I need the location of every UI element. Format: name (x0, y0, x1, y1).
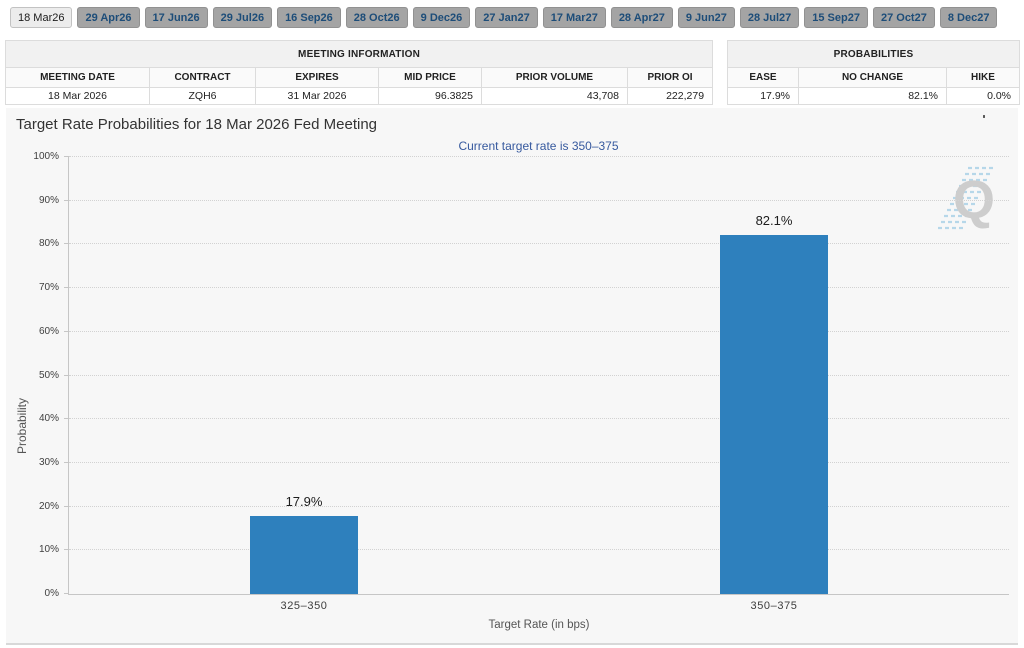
y-tick-mark (64, 374, 69, 376)
menu-bar (983, 115, 986, 118)
y-tick-mark (64, 156, 69, 157)
tab-28-jul27[interactable]: 28 Jul27 (739, 7, 800, 28)
bar-325–350[interactable] (250, 515, 358, 594)
y-tick-label: 40% (38, 413, 59, 425)
y-tick-mark (64, 287, 69, 289)
tab-18-mar26[interactable]: 18 Mar26 (10, 7, 73, 28)
y-tick-mark (64, 199, 69, 201)
y-tick-label: 0% (44, 588, 59, 599)
y-tick-label: 90% (38, 194, 59, 206)
bar-350–375[interactable] (720, 235, 828, 594)
y-tick-label: 100% (33, 151, 59, 162)
probabilities-header-row: EASE NO CHANGE HIKE (727, 67, 1021, 88)
tab-28-apr27[interactable]: 28 Apr27 (610, 7, 673, 28)
y-tick-mark (64, 461, 69, 463)
tab-9-dec26[interactable]: 9 Dec26 (412, 7, 471, 28)
tab-27-oct27[interactable]: 27 Oct27 (872, 7, 935, 28)
col-prior-volume: PRIOR VOLUME (481, 67, 628, 88)
y-gridline (69, 461, 1009, 463)
meeting-information-value-row: 18 Mar 2026 ZQH6 31 Mar 2026 96.3825 43,… (5, 87, 714, 105)
tab-29-apr26[interactable]: 29 Apr26 (77, 7, 140, 28)
y-gridline (69, 505, 1009, 507)
hike-value: 0.0% (945, 87, 1021, 105)
y-tick-label: 70% (38, 282, 59, 294)
tab-8-dec27[interactable]: 8 Dec27 (939, 7, 998, 28)
y-tick-mark (64, 549, 69, 551)
col-prior-oi: PRIOR OI (626, 67, 714, 88)
plot-area: Target Rate (in bps) 0% 10% 20% 30% 40% 50% 60… (33, 151, 1009, 631)
tab-17-mar27[interactable]: 17 Mar27 (542, 7, 606, 28)
tab-9-jun27[interactable]: 9 Jun27 (677, 7, 735, 28)
meeting-information-table: MEETING INFORMATION MEETING DATE CONTRAC… (4, 40, 714, 105)
bar-value-label: 17.9% (285, 493, 323, 509)
chart-subtitle: Current target rate is 350–375 (458, 139, 619, 153)
chart-title: Target Rate Probabilities for 18 Mar 202… (16, 116, 378, 133)
meeting-information-title: MEETING INFORMATION (4, 40, 714, 68)
tab-15-sep27[interactable]: 15 Sep27 (804, 7, 868, 28)
y-tick-label: 10% (38, 544, 59, 556)
x-tick-label: 325–350 (280, 600, 328, 612)
y-gridline (69, 287, 1009, 289)
probability-chart-panel: Target Rate Probabilities for 18 Mar 202… (6, 108, 1018, 645)
meeting-date-value: 18 Mar 2026 (5, 87, 150, 105)
y-gridline (69, 156, 1009, 157)
tab-29-jul26[interactable]: 29 Jul26 (212, 7, 273, 28)
x-axis-title: Target Rate (in bps) (488, 619, 590, 631)
y-tick-label: 60% (38, 325, 59, 337)
meeting-information-header-row: MEETING DATE CONTRACT EXPIRES MID PRICE … (5, 67, 714, 88)
col-hike: HIKE (945, 67, 1021, 88)
col-meeting-date: MEETING DATE (5, 67, 150, 88)
mid-price-value: 96.3825 (378, 87, 482, 105)
y-tick-mark (64, 418, 69, 420)
x-tick-label: 350–375 (750, 600, 798, 612)
tab-27-jan27[interactable]: 27 Jan27 (475, 7, 538, 28)
y-tick-label: 50% (38, 369, 59, 381)
col-no-change: NO CHANGE (798, 67, 947, 88)
ease-value: 17.9% (727, 87, 799, 105)
y-tick-mark (64, 330, 69, 332)
tab-17-jun26[interactable]: 17 Jun26 (144, 7, 208, 28)
col-mid-price: MID PRICE (378, 67, 482, 88)
bar-value-label: 82.1% (755, 213, 793, 229)
prior-volume-value: 43,708 (481, 87, 628, 105)
y-gridline (69, 330, 1009, 332)
y-tick-label: 20% (38, 500, 59, 512)
y-gridline (69, 243, 1009, 245)
contract-value: ZQH6 (149, 87, 256, 105)
y-tick-mark (64, 243, 69, 245)
no-change-value: 82.1% (798, 87, 947, 105)
y-tick-label: 30% (38, 456, 59, 468)
prior-oi-value: 222,279 (626, 87, 714, 105)
y-tick-mark (64, 505, 69, 507)
probabilities-title: PROBABILITIES (726, 40, 1021, 68)
expires-value: 31 Mar 2026 (255, 87, 379, 105)
col-contract: CONTRACT (149, 67, 256, 88)
y-gridline (69, 374, 1009, 376)
meeting-tabbar: 18 Mar26 29 Apr26 17 Jun26 29 Jul26 16 S… (10, 7, 998, 28)
y-tick-label: 80% (38, 238, 59, 250)
tab-28-oct26[interactable]: 28 Oct26 (345, 7, 408, 28)
col-expires: EXPIRES (255, 67, 379, 88)
y-gridline (69, 549, 1009, 551)
tab-16-sep26[interactable]: 16 Sep26 (277, 7, 341, 28)
probabilities-value-row: 17.9% 82.1% 0.0% (727, 87, 1021, 105)
y-gridline (69, 199, 1009, 201)
y-gridline (69, 418, 1009, 420)
col-ease: EASE (727, 67, 799, 88)
y-tick-mark (64, 593, 69, 594)
y-axis-title: Probability (15, 397, 29, 455)
probabilities-table: PROBABILITIES EASE NO CHANGE HIKE 17.9% … (726, 40, 1021, 105)
